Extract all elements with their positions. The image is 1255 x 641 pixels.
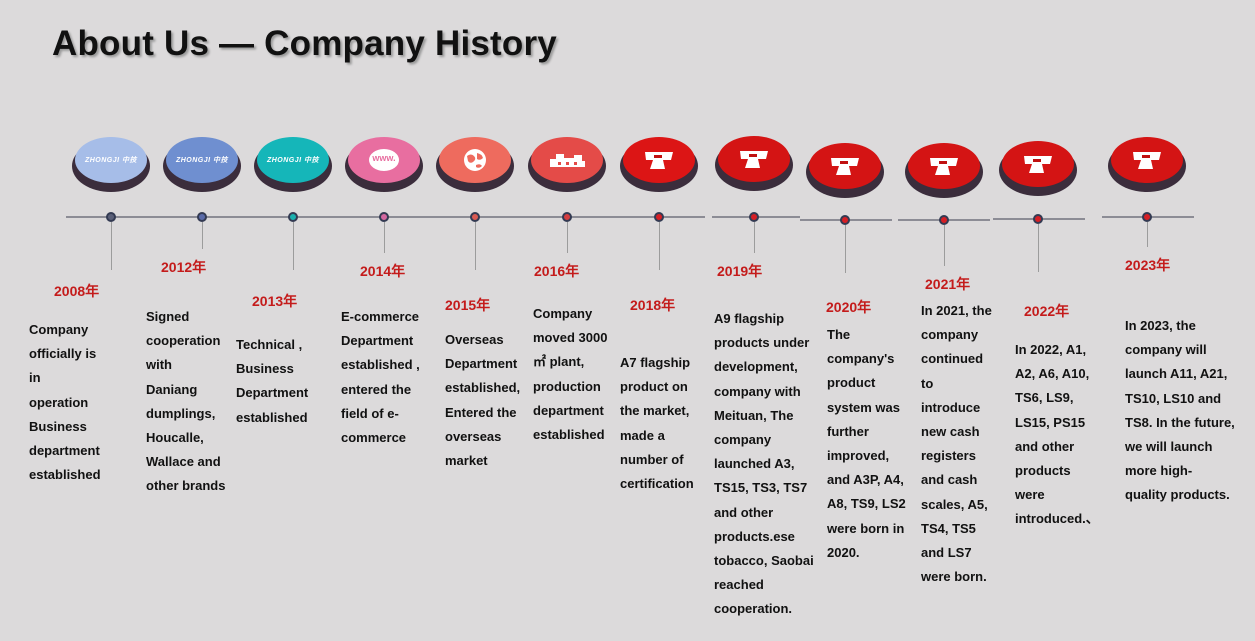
timeline-stem xyxy=(567,222,568,253)
timeline-stem xyxy=(659,222,660,270)
www-icon xyxy=(369,149,399,171)
milestone-description: Company moved 3000 ㎡ plant, production d… xyxy=(533,306,608,443)
timeline-stem xyxy=(111,222,112,270)
milestone-badge: ZHONGJI 中技 xyxy=(254,137,332,192)
milestone-description: A7 flagship product on the market, made … xyxy=(620,355,694,492)
timeline-dot xyxy=(562,212,572,222)
scale-icon xyxy=(930,158,958,175)
scale-icon xyxy=(740,151,768,168)
milestone-description: Company officially is in operation Busin… xyxy=(29,322,101,483)
scale-icon xyxy=(1024,156,1052,173)
milestone-badge xyxy=(905,143,983,198)
timeline-dot xyxy=(197,212,207,222)
milestone-badge xyxy=(528,137,606,192)
factory-icon xyxy=(550,154,585,167)
timeline-dot xyxy=(379,212,389,222)
milestone-year: 2018年 xyxy=(630,297,676,313)
milestone-badge xyxy=(1108,137,1186,192)
milestone-year: 2014年 xyxy=(360,263,406,279)
zhongji-logo-icon: ZHONGJI 中技 xyxy=(175,157,229,164)
milestone-year: 2015年 xyxy=(445,297,491,313)
milestone-description: A9 flagship products under development, … xyxy=(714,311,814,617)
milestone-description: Overseas Department established, Entered… xyxy=(445,332,521,469)
timeline-dot xyxy=(749,212,759,222)
scale-icon xyxy=(831,158,859,175)
milestone-badge xyxy=(436,137,514,192)
timeline-stem xyxy=(845,225,846,273)
milestone-year: 2022年 xyxy=(1024,303,1070,319)
timeline-dot xyxy=(654,212,664,222)
milestone-description: E-commerce Department established , ente… xyxy=(341,309,420,446)
timeline-dot xyxy=(840,215,850,225)
timeline-dot xyxy=(1142,212,1152,222)
milestone-badge xyxy=(620,137,698,192)
timeline-stem xyxy=(293,222,294,270)
milestone-description: Signed cooperation with Daniang dumpling… xyxy=(146,309,226,494)
milestone-year: 2016年 xyxy=(534,263,580,279)
zhongji-logo-icon: ZHONGJI 中技 xyxy=(266,157,320,164)
milestone-badge xyxy=(999,141,1077,196)
milestone-year: 2021年 xyxy=(925,276,971,292)
timeline-stem xyxy=(944,225,945,266)
timeline-stem xyxy=(384,222,385,253)
milestone-badge xyxy=(715,136,793,191)
timeline-dot xyxy=(939,215,949,225)
milestone-badge: ZHONGJI 中技 xyxy=(163,137,241,192)
timeline-stem xyxy=(202,222,203,249)
timeline-dot xyxy=(106,212,116,222)
timeline-stem xyxy=(1147,222,1148,247)
milestone-badge xyxy=(806,143,884,198)
zhongji-logo-icon: ZHONGJI 中技 xyxy=(84,157,138,164)
scale-icon xyxy=(1133,152,1161,169)
milestone-year: 2020年 xyxy=(826,299,872,315)
milestone-year: 2008年 xyxy=(54,283,100,299)
milestone-description: In 2021, the company continued to introd… xyxy=(921,303,992,585)
www-label: www. xyxy=(372,153,396,163)
timeline-stem xyxy=(1038,224,1039,272)
milestone-description: The company's product system was further… xyxy=(827,327,906,560)
milestone-description: Technical , Business Department establis… xyxy=(236,337,309,425)
milestone-badge: www. xyxy=(345,137,423,192)
timeline-stem xyxy=(475,222,476,270)
milestone-description: In 2022, A1, A2, A6, A10, TS6, LS9, LS15… xyxy=(1015,342,1099,527)
timeline-dot xyxy=(288,212,298,222)
milestone-year: 2019年 xyxy=(717,263,763,279)
scale-icon xyxy=(645,152,673,169)
page-title: About Us — Company History xyxy=(52,24,557,63)
timeline-dot xyxy=(470,212,480,222)
timeline-dot xyxy=(1033,214,1043,224)
milestone-description: In 2023, the company will launch A11, A2… xyxy=(1125,318,1235,503)
milestone-year: 2013年 xyxy=(252,293,298,309)
milestone-year: 2012年 xyxy=(161,259,207,275)
milestone-year: 2023年 xyxy=(1125,257,1171,273)
timeline-stem xyxy=(754,222,755,253)
milestone-badge: ZHONGJI 中技 xyxy=(72,137,150,192)
globe-icon xyxy=(464,149,486,171)
